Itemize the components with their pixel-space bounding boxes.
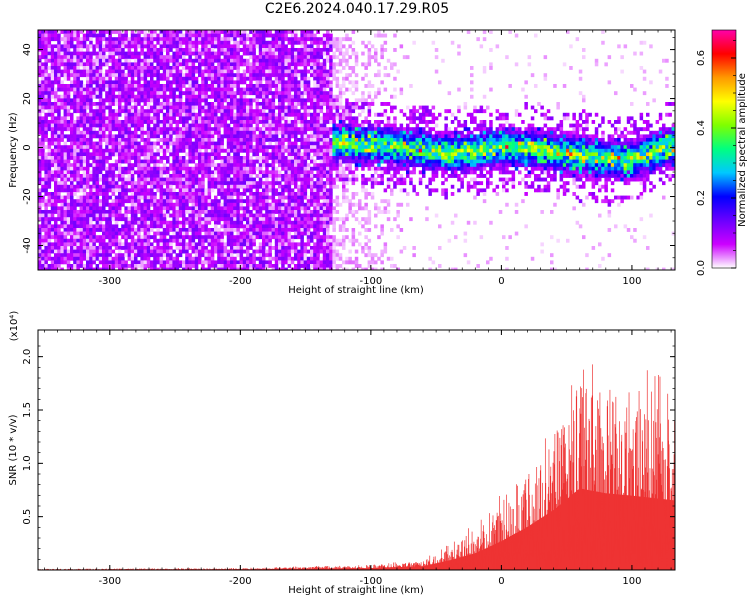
y-tick-label: 20 — [22, 92, 33, 105]
colorbar-tick-label: 0.2 — [696, 190, 707, 206]
y-tick-label: 1.5 — [22, 402, 33, 418]
x-tick-label: -100 — [360, 576, 383, 587]
spectrogram-x-label: Height of straight line (km) — [288, 285, 424, 296]
x-tick-label: -100 — [360, 276, 383, 287]
snr-multiplier-label: (x10⁴) — [9, 311, 20, 342]
y-tick-label: 0 — [22, 144, 33, 150]
y-tick-label: 40 — [22, 43, 33, 56]
x-tick-label: -200 — [229, 576, 252, 587]
colorbar — [711, 29, 737, 269]
colorbar-axis: 0.0 0.2 0.4 0.6 — [696, 40, 736, 276]
snr-x-axis: -300 -200 -100 0 100 — [44, 330, 672, 587]
snr-series-fill — [38, 488, 675, 570]
x-tick-label: 0 — [498, 276, 504, 287]
spectrogram-frame — [37, 29, 676, 271]
y-tick-label: -20 — [22, 188, 33, 204]
y-tick-label: 2.0 — [22, 349, 33, 365]
snr-series-line — [38, 364, 675, 570]
x-tick-label: 100 — [622, 576, 641, 587]
snr-y-label: SNR (10 * v/v) — [8, 414, 19, 485]
y-tick-label: 0.5 — [22, 509, 33, 525]
spectrogram-heatmap — [38, 30, 675, 270]
x-tick-label: -200 — [229, 276, 252, 287]
colorbar-tick-label: 0.4 — [696, 120, 707, 136]
snr-x-label: Height of straight line (km) — [288, 585, 424, 596]
snr-frame — [37, 329, 676, 571]
y-tick-label: 1.0 — [22, 455, 33, 471]
spectrogram-y-axis: -40 -20 0 20 40 — [22, 36, 675, 271]
colorbar-tick-label: 0.6 — [696, 50, 707, 66]
x-tick-label: -300 — [98, 276, 121, 287]
spectrogram-x-axis: -300 -200 -100 0 100 — [44, 30, 672, 287]
colorbar-tick-label: 0.0 — [696, 260, 707, 276]
x-tick-label: 100 — [622, 276, 641, 287]
chart-title: C2E6.2024.040.17.29.R05 — [264, 1, 450, 17]
y-tick-label: -40 — [22, 237, 33, 253]
snr-y-axis: 0.5 1.0 1.5 2.0 — [22, 345, 675, 560]
spectrogram-y-label: Frequency (Hz) — [8, 112, 19, 188]
x-tick-label: 0 — [498, 576, 504, 587]
colorbar-label: Normalized spectral amplitude — [737, 73, 748, 227]
x-tick-label: -300 — [98, 576, 121, 587]
